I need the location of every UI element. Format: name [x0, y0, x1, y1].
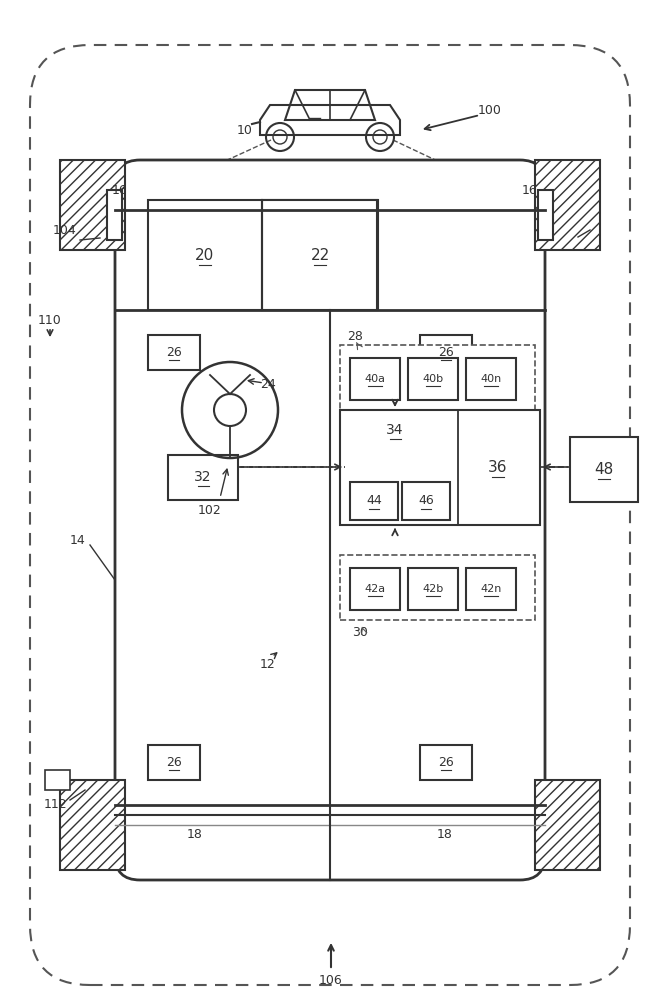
Bar	[107, 190, 122, 240]
Text: 34: 34	[387, 423, 404, 437]
Text: 110: 110	[38, 314, 62, 326]
Bar	[535, 160, 600, 250]
Text: 10: 10	[237, 123, 253, 136]
Text: 26: 26	[166, 756, 182, 768]
Text: 30: 30	[352, 626, 368, 639]
Bar	[535, 780, 600, 870]
Text: 32: 32	[194, 470, 211, 484]
Bar	[168, 455, 238, 500]
Text: 42b: 42b	[422, 584, 444, 594]
Text: 100: 100	[478, 104, 502, 116]
Bar	[60, 780, 125, 870]
FancyBboxPatch shape	[115, 160, 545, 880]
Text: 20: 20	[196, 247, 215, 262]
Text: 12: 12	[260, 658, 276, 672]
Text: 102: 102	[198, 504, 222, 516]
Bar	[350, 482, 398, 520]
Text: 16: 16	[112, 184, 128, 196]
Text: 22: 22	[310, 247, 330, 262]
Text: 104: 104	[53, 224, 77, 236]
Text: 112: 112	[43, 798, 67, 812]
Text: 28: 28	[347, 330, 363, 344]
Bar	[466, 568, 516, 610]
Text: 40n: 40n	[481, 374, 502, 384]
Bar	[340, 555, 535, 620]
Bar	[420, 335, 472, 370]
Text: 26: 26	[438, 756, 454, 768]
Bar	[340, 410, 540, 525]
Bar	[408, 358, 458, 400]
Bar	[148, 335, 200, 370]
Bar	[262, 200, 377, 310]
Bar	[402, 482, 450, 520]
Bar	[466, 358, 516, 400]
Text: 18: 18	[187, 828, 203, 842]
Bar	[60, 160, 125, 250]
Bar	[350, 358, 400, 400]
Bar	[148, 200, 378, 310]
Bar	[340, 345, 535, 410]
FancyBboxPatch shape	[30, 45, 630, 985]
Text: 26: 26	[166, 346, 182, 359]
Text: 26: 26	[438, 346, 454, 359]
Text: 40b: 40b	[422, 374, 444, 384]
Bar	[45, 770, 70, 790]
Text: 36: 36	[488, 460, 508, 475]
Text: 46: 46	[418, 494, 434, 508]
Text: 24: 24	[260, 378, 276, 391]
Text: 106: 106	[319, 974, 343, 986]
Text: 48: 48	[594, 462, 614, 477]
Text: 44: 44	[366, 494, 382, 508]
Bar	[148, 745, 200, 780]
Bar	[408, 568, 458, 610]
Text: 42a: 42a	[365, 584, 386, 594]
Text: 16: 16	[522, 184, 538, 196]
Text: 14: 14	[70, 534, 86, 546]
Text: 42n: 42n	[480, 584, 502, 594]
Text: 18: 18	[437, 828, 453, 842]
Bar	[420, 745, 472, 780]
Text: 40a: 40a	[365, 374, 385, 384]
Bar	[570, 437, 638, 502]
Bar	[350, 568, 400, 610]
Bar	[538, 190, 553, 240]
